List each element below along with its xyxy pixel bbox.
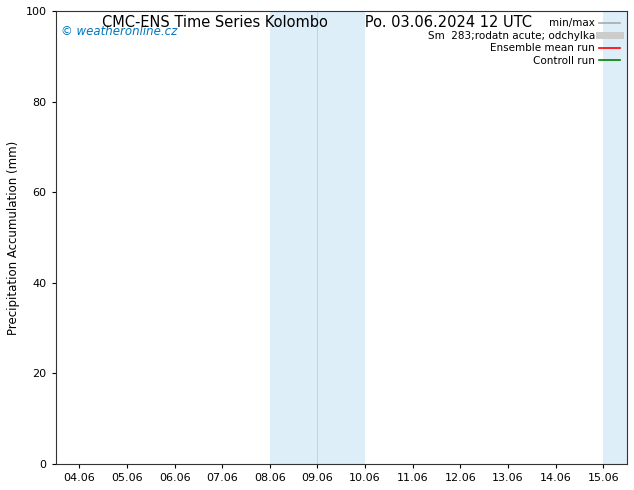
Text: © weatheronline.cz: © weatheronline.cz bbox=[61, 24, 178, 38]
Y-axis label: Precipitation Accumulation (mm): Precipitation Accumulation (mm) bbox=[7, 140, 20, 335]
Legend: min/max, Sm  283;rodatn acute; odchylka, Ensemble mean run, Controll run: min/max, Sm 283;rodatn acute; odchylka, … bbox=[425, 16, 622, 68]
Bar bbox=[603, 11, 634, 464]
Text: CMC-ENS Time Series Kolombo        Po. 03.06.2024 12 UTC: CMC-ENS Time Series Kolombo Po. 03.06.20… bbox=[102, 15, 532, 30]
Bar bbox=[270, 11, 318, 464]
Bar bbox=[318, 11, 365, 464]
